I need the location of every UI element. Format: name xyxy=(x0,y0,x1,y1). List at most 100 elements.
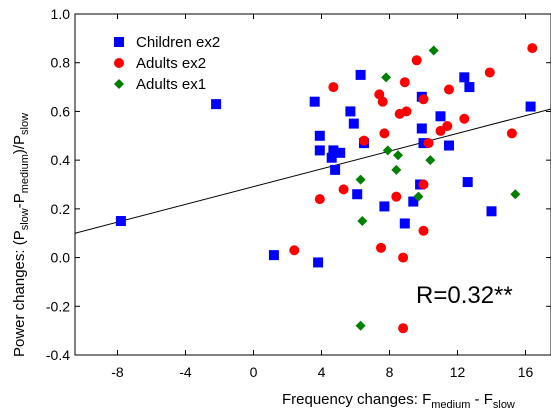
adults-ex2-point xyxy=(338,184,349,195)
correlation-annotation: R=0.32** xyxy=(416,282,513,309)
adults-ex2-point xyxy=(377,96,388,107)
y-tick-labels: -0.4 -0.2 0.0 0.2 0.4 0.6 0.8 1.0 xyxy=(46,6,70,363)
children-ex2-point xyxy=(326,152,337,163)
regression-line xyxy=(75,108,551,234)
x-tick-label: 4 xyxy=(318,364,326,380)
y-tick-label: 0.2 xyxy=(51,201,71,217)
x-axis-title-sub2: slow xyxy=(493,399,515,411)
children-ex2-point xyxy=(459,72,470,83)
adults-ex1-point xyxy=(391,164,402,175)
y-axis-title-p2: -P xyxy=(11,193,28,208)
children-ex2-point xyxy=(345,106,356,117)
x-axis-title-sub1: medium xyxy=(431,399,470,411)
adults-ex1-point xyxy=(355,174,366,185)
x-tick-label: 0 xyxy=(250,364,258,380)
children-ex2-point xyxy=(464,82,475,93)
x-tick-label: -8 xyxy=(111,364,124,380)
x-axis-title: Frequency changes: Fmedium - Fslow xyxy=(282,391,515,411)
adults-ex1-point xyxy=(357,216,368,227)
children-ex2-point xyxy=(462,177,473,188)
y-tick-label: 0.0 xyxy=(51,250,71,266)
adults-ex2-point xyxy=(459,113,470,124)
children-ex2-point xyxy=(399,218,410,229)
legend-marker-adults-ex1 xyxy=(114,79,124,89)
children-ex2-point xyxy=(408,196,419,207)
adults-ex1-point xyxy=(413,191,424,202)
children-ex2-point xyxy=(435,111,446,122)
children-ex2-point xyxy=(444,140,454,151)
y-axis-title-p3: )/P xyxy=(11,135,28,154)
legend-label-adults-ex2: Adults ex2 xyxy=(136,55,206,72)
adults-ex2-point xyxy=(398,323,409,334)
adults-ex2-point xyxy=(442,121,453,132)
legend-label-adults-ex1: Adults ex1 xyxy=(136,76,206,93)
x-tick-label: 12 xyxy=(450,364,466,380)
adults-ex2-point xyxy=(379,128,390,139)
adults-ex1-points xyxy=(355,45,521,331)
x-tick-label: 16 xyxy=(518,364,534,380)
y-axis-title-s1: slow xyxy=(19,208,31,230)
x-axis-title-mid: - F xyxy=(470,391,493,408)
data-points xyxy=(115,43,538,334)
y-axis-title-s3: slow xyxy=(19,113,31,135)
adults-ex2-point xyxy=(444,84,454,95)
adults-ex2-point xyxy=(506,128,517,139)
children-ex2-point xyxy=(115,216,126,227)
adults-ex1-point xyxy=(428,45,439,56)
adults-ex1-point xyxy=(510,189,521,200)
adults-ex1-point xyxy=(425,155,436,166)
legend-marker-adults-ex2 xyxy=(114,58,124,68)
adults-ex2-point xyxy=(359,135,369,146)
children-ex2-point xyxy=(314,145,325,156)
adults-ex2-point xyxy=(401,106,412,117)
legend-marker-children-ex2 xyxy=(114,37,124,47)
y-tick-label: 1.0 xyxy=(51,6,71,22)
adults-ex2-point xyxy=(411,55,422,66)
children-ex2-point xyxy=(525,101,536,112)
y-axis-title-p1: Power changes: (P xyxy=(11,230,28,357)
legend-label-children-ex2: Children ex2 xyxy=(136,34,220,51)
children-ex2-point xyxy=(379,201,390,212)
adults-ex1-point xyxy=(393,150,403,161)
y-tick-label: 0.6 xyxy=(51,103,71,119)
y-tick-label: -0.2 xyxy=(46,298,70,314)
y-axis-title: Power changes: (Pslow-Pmedium)/Pslow xyxy=(11,113,31,357)
children-ex2-point xyxy=(309,96,320,107)
children-ex2-point xyxy=(314,130,325,141)
children-ex2-point xyxy=(211,99,222,110)
children-ex2-point xyxy=(268,250,279,261)
y-tick-label: 0.8 xyxy=(51,55,71,71)
legend: Children ex2 Adults ex2 Adults ex1 xyxy=(114,34,220,93)
children-ex2-point xyxy=(335,147,346,158)
children-ex2-point xyxy=(313,257,324,268)
children-ex2-point xyxy=(416,123,427,134)
x-tick-labels: -8 -4 0 4 8 12 16 xyxy=(111,364,533,380)
adults-ex2-point xyxy=(398,252,409,263)
adults-ex2-point xyxy=(399,77,410,88)
children-ex2-point xyxy=(328,145,339,156)
children-ex2-point xyxy=(352,189,363,200)
children-ex2-point xyxy=(330,164,341,175)
adults-ex2-point xyxy=(391,191,402,202)
adults-ex2-point xyxy=(527,43,538,54)
adults-ex1-point xyxy=(381,72,392,83)
plot-area-frame xyxy=(74,13,551,356)
adults-ex2-point xyxy=(289,245,300,256)
adults-ex2-point xyxy=(418,94,429,105)
y-axis-title-s2: medium xyxy=(19,154,31,193)
children-ex2-point xyxy=(486,206,497,217)
adults-ex2-points xyxy=(289,43,538,334)
adults-ex2-point xyxy=(418,225,429,236)
x-axis-title-main: Frequency changes: F xyxy=(282,391,431,408)
adults-ex2-point xyxy=(314,194,325,205)
adults-ex2-point xyxy=(376,242,386,253)
adults-ex2-point xyxy=(328,82,339,93)
adults-ex1-point xyxy=(382,145,393,156)
adults-ex1-point xyxy=(355,320,366,331)
children-ex2-point xyxy=(418,138,429,149)
adults-ex2-point xyxy=(484,67,495,78)
children-ex2-points xyxy=(115,69,536,268)
children-ex2-point xyxy=(348,118,359,129)
legend-markers xyxy=(114,37,124,89)
